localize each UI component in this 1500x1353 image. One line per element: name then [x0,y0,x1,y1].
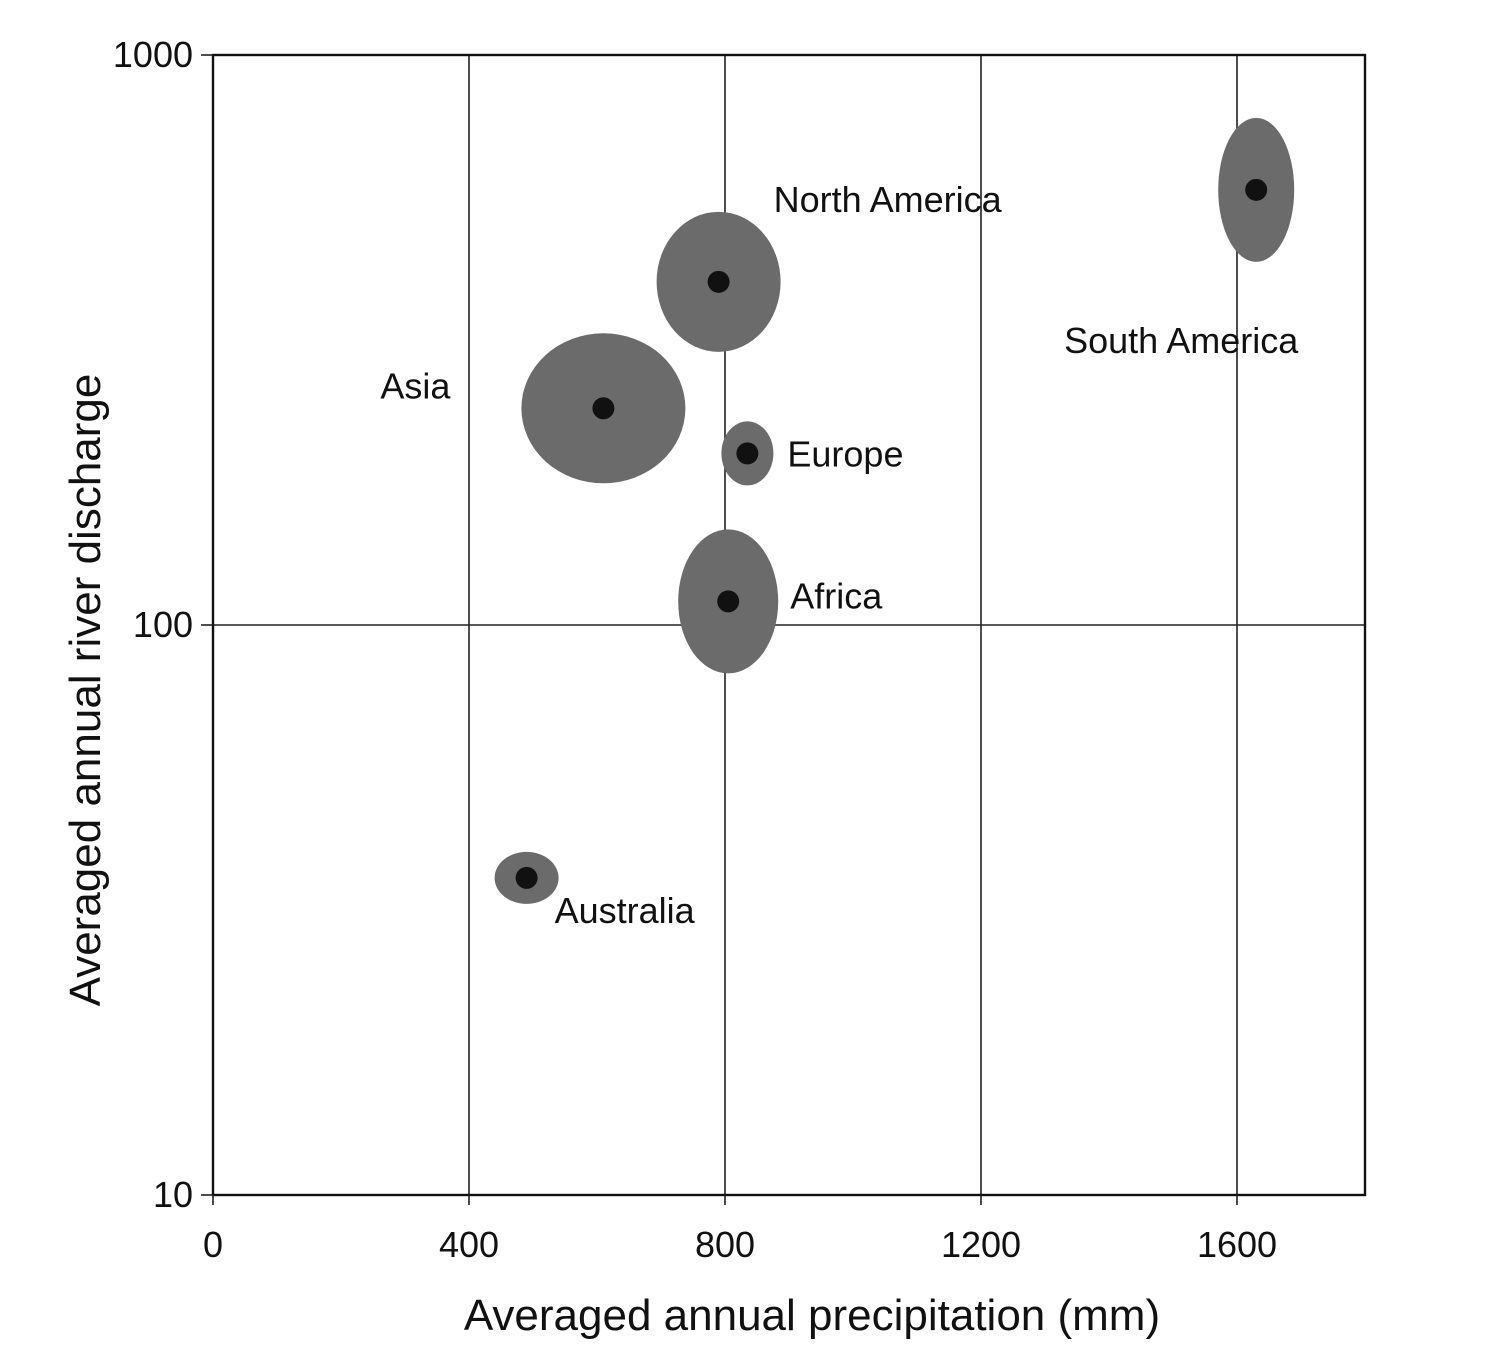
y-axis-title: Averaged annual river discharge [61,374,110,1007]
point-south-america: South America [1064,117,1299,361]
point-asia: Asia [380,333,686,484]
point-north-america: North America [656,179,1003,352]
x-axis-ticks: 0 400 800 1200 1600 [203,1195,1277,1265]
x-axis-title: Averaged annual precipitation (mm) [464,1291,1160,1340]
data-marker [717,590,740,613]
data-marker [515,866,538,889]
data-marker [707,270,730,293]
y-axis-ticks: 10 100 1000 [113,34,213,1215]
point-africa: Africa [678,529,883,674]
y-tick-label: 100 [133,604,193,645]
x-tick-label: 800 [695,1224,755,1265]
point-label: Asia [380,365,451,406]
y-tick-label: 10 [153,1174,193,1215]
x-tick-label: 1600 [1197,1224,1277,1265]
x-tick-label: 1200 [941,1224,1021,1265]
x-tick-label: 400 [439,1224,499,1265]
y-tick-label: 1000 [113,34,193,75]
data-marker [592,397,615,420]
point-europe: Europe [721,421,903,486]
point-australia: Australia [494,851,696,931]
x-tick-label: 0 [203,1224,223,1265]
point-label: South America [1064,320,1299,361]
point-label: North America [774,179,1003,220]
point-label: Australia [555,890,696,931]
point-label: Africa [790,575,883,616]
data-marker [1245,178,1268,201]
grid-lines [213,55,1365,1195]
point-label: Europe [787,433,903,474]
data-points: North America South America Asia Europe Afri… [380,117,1299,931]
data-marker [736,442,759,465]
